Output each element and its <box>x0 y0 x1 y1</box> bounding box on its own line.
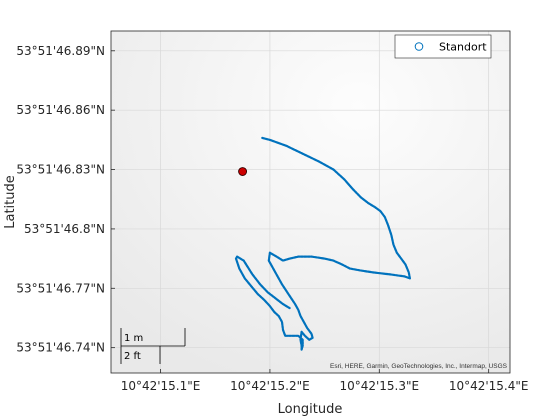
track-layer <box>234 136 411 351</box>
basemap-attribution: Esri, HERE, Garmin, GeoTechnologies, Inc… <box>330 363 508 370</box>
legend[interactable]: Standort <box>394 34 492 59</box>
y-tick-label: 53°51'46.83"N <box>16 163 105 177</box>
x-tick-label: 10°42'15.4"E <box>449 379 529 393</box>
scale-bar: 1 m 2 ft <box>120 328 186 364</box>
x-tick-label: 10°42'15.1"E <box>121 379 201 393</box>
scale-bar-metric-label: 1 m <box>124 333 143 344</box>
legend-label-standort: Standort <box>439 41 487 54</box>
plot-area-frame <box>110 30 511 374</box>
track-path <box>234 136 411 351</box>
x-tick-labels: 10°42'15.1"E 10°42'15.2"E 10°42'15.3"E 10°4… <box>121 369 529 393</box>
y-tick-label: 53°51'46.74"N <box>16 341 105 355</box>
legend-marker-standort <box>414 42 424 51</box>
x-tick-label: 10°42'15.2"E <box>230 379 310 393</box>
scale-bar-imperial-label: 2 ft <box>124 351 141 362</box>
y-axis-label: Latitude <box>3 175 18 229</box>
map-basemap <box>111 31 510 373</box>
y-tick-label: 53°51'46.77"N <box>16 281 105 295</box>
grid-lines <box>111 31 510 373</box>
y-tick-label: 53°51'46.8"N <box>24 222 105 236</box>
current-position-marker <box>238 167 248 176</box>
y-tick-labels: 53°51'46.89"N 53°51'46.86"N 53°51'46.83"N 5… <box>16 44 115 355</box>
x-axis-label: Longitude <box>278 402 343 417</box>
y-tick-label: 53°51'46.86"N <box>16 103 105 117</box>
y-tick-label: 53°51'46.89"N <box>16 44 105 58</box>
legend-box <box>394 34 492 59</box>
x-tick-label: 10°42'15.3"E <box>339 379 419 393</box>
